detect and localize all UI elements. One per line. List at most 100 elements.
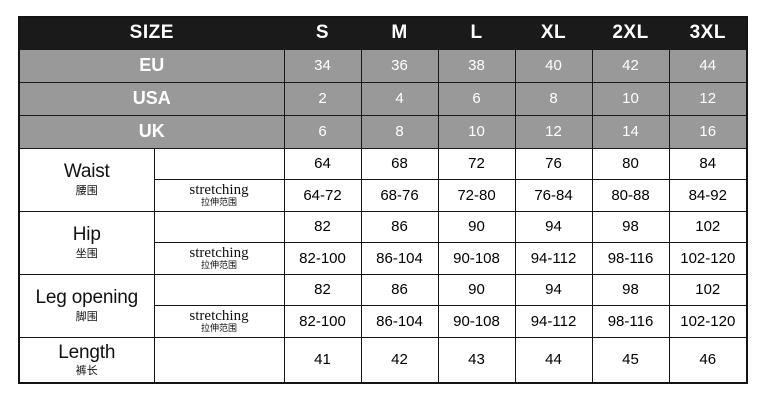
- hip-stretching-label: stretching 拉伸范围: [153, 241, 285, 275]
- table-row-waist: Waist 腰围 64 68 72 76 80 84: [18, 147, 748, 212]
- leg-opening-value-2xl: 98: [591, 273, 670, 306]
- uk-value-2xl: 14: [591, 114, 670, 149]
- leg-opening-stretch-value-s: 82-100: [283, 304, 362, 338]
- header-size-title: SIZE: [18, 16, 285, 50]
- eu-value-s: 34: [283, 48, 362, 83]
- hip-stretch-value-l: 90-108: [437, 241, 516, 275]
- leg-opening-value-xl: 94: [514, 273, 593, 306]
- header-size-l: L: [437, 16, 516, 50]
- measurement-label-length-zh: 裤长: [75, 365, 98, 378]
- leg-opening-stretch-value-xl: 94-112: [514, 304, 593, 338]
- hip-sub-blank: [153, 210, 285, 243]
- header-size-s: S: [283, 16, 362, 50]
- uk-value-3xl: 16: [668, 114, 748, 149]
- measurement-label-waist-en: Waist: [63, 161, 110, 183]
- hip-value-m: 86: [360, 210, 439, 243]
- waist-stretching-label-zh: 拉伸范围: [201, 196, 238, 207]
- waist-value-m: 68: [360, 147, 439, 180]
- waist-value-xl: 76: [514, 147, 593, 180]
- length-sub-blank: [153, 336, 285, 384]
- table-row-hip-stretching: stretching 拉伸范围 82-100 86-104 90-108 94-…: [19, 241, 748, 275]
- waist-stretch-value-xl: 76-84: [514, 178, 593, 212]
- waist-stretching-label-en: stretching: [189, 181, 249, 198]
- table-row-eu: EU 34 36 38 40 42 44: [18, 48, 748, 83]
- hip-stretch-value-2xl: 98-116: [591, 241, 670, 275]
- standard-label-eu: EU: [18, 48, 285, 83]
- usa-value-l: 6: [437, 81, 516, 116]
- measurement-label-hip-zh: 坐围: [75, 248, 98, 261]
- leg-opening-stretching-label-en: stretching: [189, 307, 249, 324]
- uk-value-s: 6: [283, 114, 362, 149]
- waist-value-s: 64: [283, 147, 362, 180]
- header-size-m: M: [360, 16, 439, 50]
- leg-opening-stretch-value-2xl: 98-116: [591, 304, 670, 338]
- eu-value-l: 38: [437, 48, 516, 83]
- uk-value-l: 10: [437, 114, 516, 149]
- hip-stretch-value-xl: 94-112: [514, 241, 593, 275]
- leg-opening-value-m: 86: [360, 273, 439, 306]
- leg-opening-stretching-label: stretching 拉伸范围: [153, 304, 285, 338]
- table-row-leg-opening-stretching: stretching 拉伸范围 82-100 86-104 90-108 94-…: [19, 304, 748, 338]
- header-size-xl: XL: [514, 16, 593, 50]
- table-row-hip: Hip 坐围 82 86 90 94 98 102: [18, 210, 748, 275]
- standard-label-uk: UK: [18, 114, 285, 149]
- eu-value-2xl: 42: [591, 48, 670, 83]
- leg-opening-stretch-value-3xl: 102-120: [668, 304, 748, 338]
- table-row-leg-opening: Leg opening 脚围 82 86 90 94 98 102: [18, 273, 748, 338]
- table-row-uk: UK 6 8 10 12 14 16: [18, 114, 748, 149]
- usa-value-xl: 8: [514, 81, 593, 116]
- waist-value-2xl: 80: [591, 147, 670, 180]
- hip-value-2xl: 98: [591, 210, 670, 243]
- hip-value-xl: 94: [514, 210, 593, 243]
- length-value-s: 41: [283, 336, 362, 384]
- waist-stretch-value-l: 72-80: [437, 178, 516, 212]
- leg-opening-value-s: 82: [283, 273, 362, 306]
- leg-opening-value-l: 90: [437, 273, 516, 306]
- measurement-label-length-en: Length: [58, 341, 116, 363]
- header-size-2xl: 2XL: [591, 16, 670, 50]
- header-size-3xl: 3XL: [668, 16, 748, 50]
- table-row-usa: USA 2 4 6 8 10 12: [18, 81, 748, 116]
- measurement-label-length: Length 裤长: [18, 336, 155, 384]
- leg-opening-stretching-label-zh: 拉伸范围: [201, 322, 238, 333]
- waist-sub-blank: [153, 147, 285, 180]
- hip-value-3xl: 102: [668, 210, 748, 243]
- waist-stretch-value-s: 64-72: [283, 178, 362, 212]
- eu-value-m: 36: [360, 48, 439, 83]
- measurement-label-waist: Waist 腰围: [18, 147, 155, 212]
- length-value-m: 42: [360, 336, 439, 384]
- waist-stretch-value-m: 68-76: [360, 178, 439, 212]
- usa-value-2xl: 10: [591, 81, 670, 116]
- measurement-label-leg-opening-en: Leg opening: [35, 287, 139, 309]
- standard-label-usa: USA: [18, 81, 285, 116]
- hip-stretch-value-3xl: 102-120: [668, 241, 748, 275]
- leg-opening-stretch-value-l: 90-108: [437, 304, 516, 338]
- hip-stretch-value-m: 86-104: [360, 241, 439, 275]
- uk-value-xl: 12: [514, 114, 593, 149]
- measurement-label-waist-zh: 腰围: [75, 185, 98, 198]
- usa-value-s: 2: [283, 81, 362, 116]
- hip-value-l: 90: [437, 210, 516, 243]
- table-header-row: SIZE S M L XL 2XL 3XL: [18, 16, 748, 50]
- size-chart-table: SIZE S M L XL 2XL 3XL EU 34 36 38 40 42 …: [18, 16, 749, 384]
- leg-opening-value-3xl: 102: [668, 273, 748, 306]
- hip-value-s: 82: [283, 210, 362, 243]
- waist-value-l: 72: [437, 147, 516, 180]
- hip-stretch-value-s: 82-100: [283, 241, 362, 275]
- usa-value-3xl: 12: [668, 81, 748, 116]
- waist-stretch-value-3xl: 84-92: [668, 178, 748, 212]
- length-value-2xl: 45: [591, 336, 670, 384]
- eu-value-3xl: 44: [668, 48, 748, 83]
- measurement-label-hip-en: Hip: [72, 224, 101, 246]
- measurement-label-leg-opening-zh: 脚围: [75, 311, 98, 324]
- measurement-label-hip: Hip 坐围: [18, 210, 155, 275]
- size-chart-container: SIZE S M L XL 2XL 3XL EU 34 36 38 40 42 …: [18, 16, 749, 384]
- waist-stretch-value-2xl: 80-88: [591, 178, 670, 212]
- table-row-length: Length 裤长 41 42 43 44 45 46: [18, 336, 748, 384]
- waist-value-3xl: 84: [668, 147, 748, 180]
- uk-value-m: 8: [360, 114, 439, 149]
- eu-value-xl: 40: [514, 48, 593, 83]
- length-value-xl: 44: [514, 336, 593, 384]
- measurement-label-leg-opening: Leg opening 脚围: [18, 273, 155, 338]
- length-value-l: 43: [437, 336, 516, 384]
